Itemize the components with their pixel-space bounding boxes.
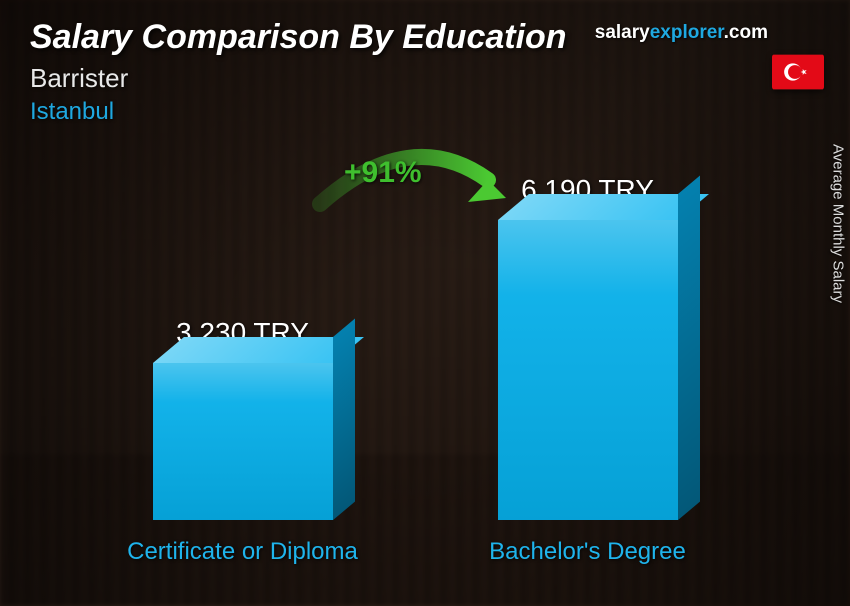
brand-prefix: salary bbox=[595, 22, 650, 43]
bar-3d bbox=[153, 363, 333, 520]
category-label: Bachelor's Degree bbox=[432, 538, 743, 566]
y-axis-label: Average Monthly Salary bbox=[830, 144, 847, 303]
location-label: Istanbul bbox=[30, 98, 820, 126]
brand-suffix: .com bbox=[724, 22, 768, 43]
country-flag-turkey bbox=[772, 54, 824, 90]
bar-3d bbox=[498, 220, 678, 520]
category-labels-row: Certificate or Diploma Bachelor's Degree bbox=[70, 538, 760, 566]
bars-container: 3,230 TRY6,190 TRY bbox=[70, 170, 760, 520]
category-label: Certificate or Diploma bbox=[87, 538, 398, 566]
bar-front-face bbox=[153, 363, 333, 520]
bar-top-face bbox=[153, 337, 364, 363]
bar-chart: 3,230 TRY6,190 TRY Certificate or Diplom… bbox=[70, 170, 760, 566]
brand-logo: salaryexplorer.com bbox=[595, 22, 768, 44]
job-subtitle: Barrister bbox=[30, 63, 820, 94]
percentage-increase-badge: +91% bbox=[344, 156, 422, 190]
bar-group: 6,190 TRY bbox=[432, 174, 743, 520]
bar-top-face bbox=[498, 194, 709, 220]
bar-side-face bbox=[333, 319, 355, 520]
bar-side-face bbox=[678, 176, 700, 520]
brand-mid: explorer bbox=[650, 22, 724, 43]
bar-group: 3,230 TRY bbox=[87, 317, 398, 520]
bar-front-face bbox=[498, 220, 678, 520]
